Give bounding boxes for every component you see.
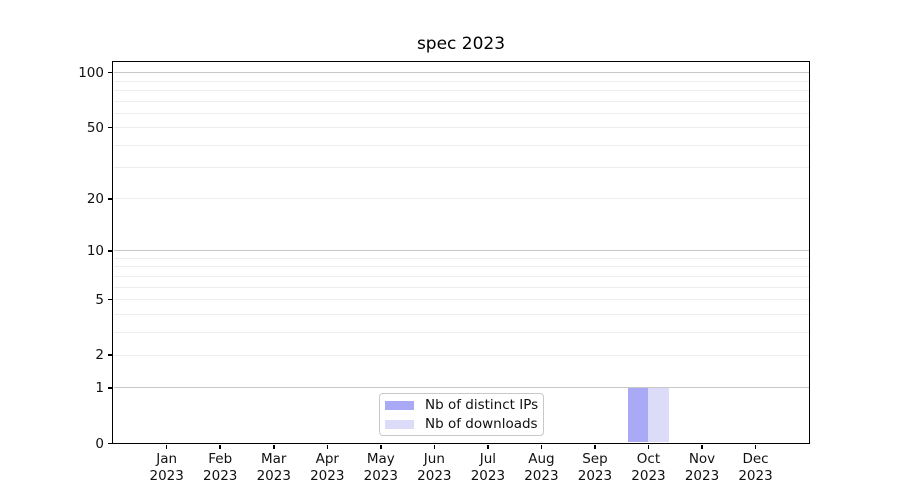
x-tick-mark: [754, 444, 757, 449]
x-tick-mark: [433, 444, 436, 449]
legend-label: Nb of downloads: [425, 416, 538, 432]
x-tick-label: Jun 2023: [417, 451, 452, 484]
legend-row: Nb of distinct IPs: [385, 397, 539, 413]
x-tick-mark: [165, 444, 168, 449]
x-tick-label: Aug 2023: [524, 451, 559, 484]
y-tick-label: 10: [86, 242, 104, 259]
legend: Nb of distinct IPs Nb of downloads: [379, 393, 544, 436]
x-tick-label: Oct 2023: [631, 451, 666, 484]
x-tick-mark: [273, 444, 275, 449]
y-tick-label: 100: [78, 64, 104, 81]
x-tick-label: Sep 2023: [577, 451, 613, 484]
x-tick-mark: [594, 444, 596, 449]
x-tick-label: Dec 2023: [738, 451, 773, 484]
y-tick-label: 50: [86, 119, 104, 136]
legend-row: Nb of downloads: [385, 416, 538, 432]
legend-swatch-icon: [385, 400, 414, 410]
x-tick-mark: [487, 444, 489, 449]
y-tick-label: 20: [86, 190, 104, 207]
y-tick-label: 0: [95, 435, 104, 452]
legend-label: Nb of distinct IPs: [425, 397, 539, 413]
x-tick-mark: [219, 444, 221, 449]
y-tick-label: 5: [95, 291, 104, 308]
x-tick-label: May 2023: [363, 451, 398, 484]
legend-swatch-icon: [385, 419, 414, 429]
plot-area-frame: [112, 61, 810, 444]
x-tick-label: Jul 2023: [470, 451, 506, 484]
x-tick-mark: [647, 444, 650, 449]
x-tick-mark: [326, 444, 329, 449]
x-tick-label: Feb 2023: [203, 451, 238, 484]
x-tick-label: Nov 2023: [684, 451, 720, 484]
x-tick-label: Jan 2023: [149, 451, 184, 484]
x-tick-mark: [380, 444, 382, 449]
y-tick-label: 2: [95, 347, 104, 364]
x-tick-mark: [540, 444, 543, 449]
x-tick-label: Mar 2023: [256, 451, 291, 484]
y-tick-label: 1: [95, 379, 104, 396]
chart-title: spec 2023: [416, 34, 506, 54]
x-tick-mark: [701, 444, 703, 449]
x-tick-label: Apr 2023: [310, 451, 345, 484]
